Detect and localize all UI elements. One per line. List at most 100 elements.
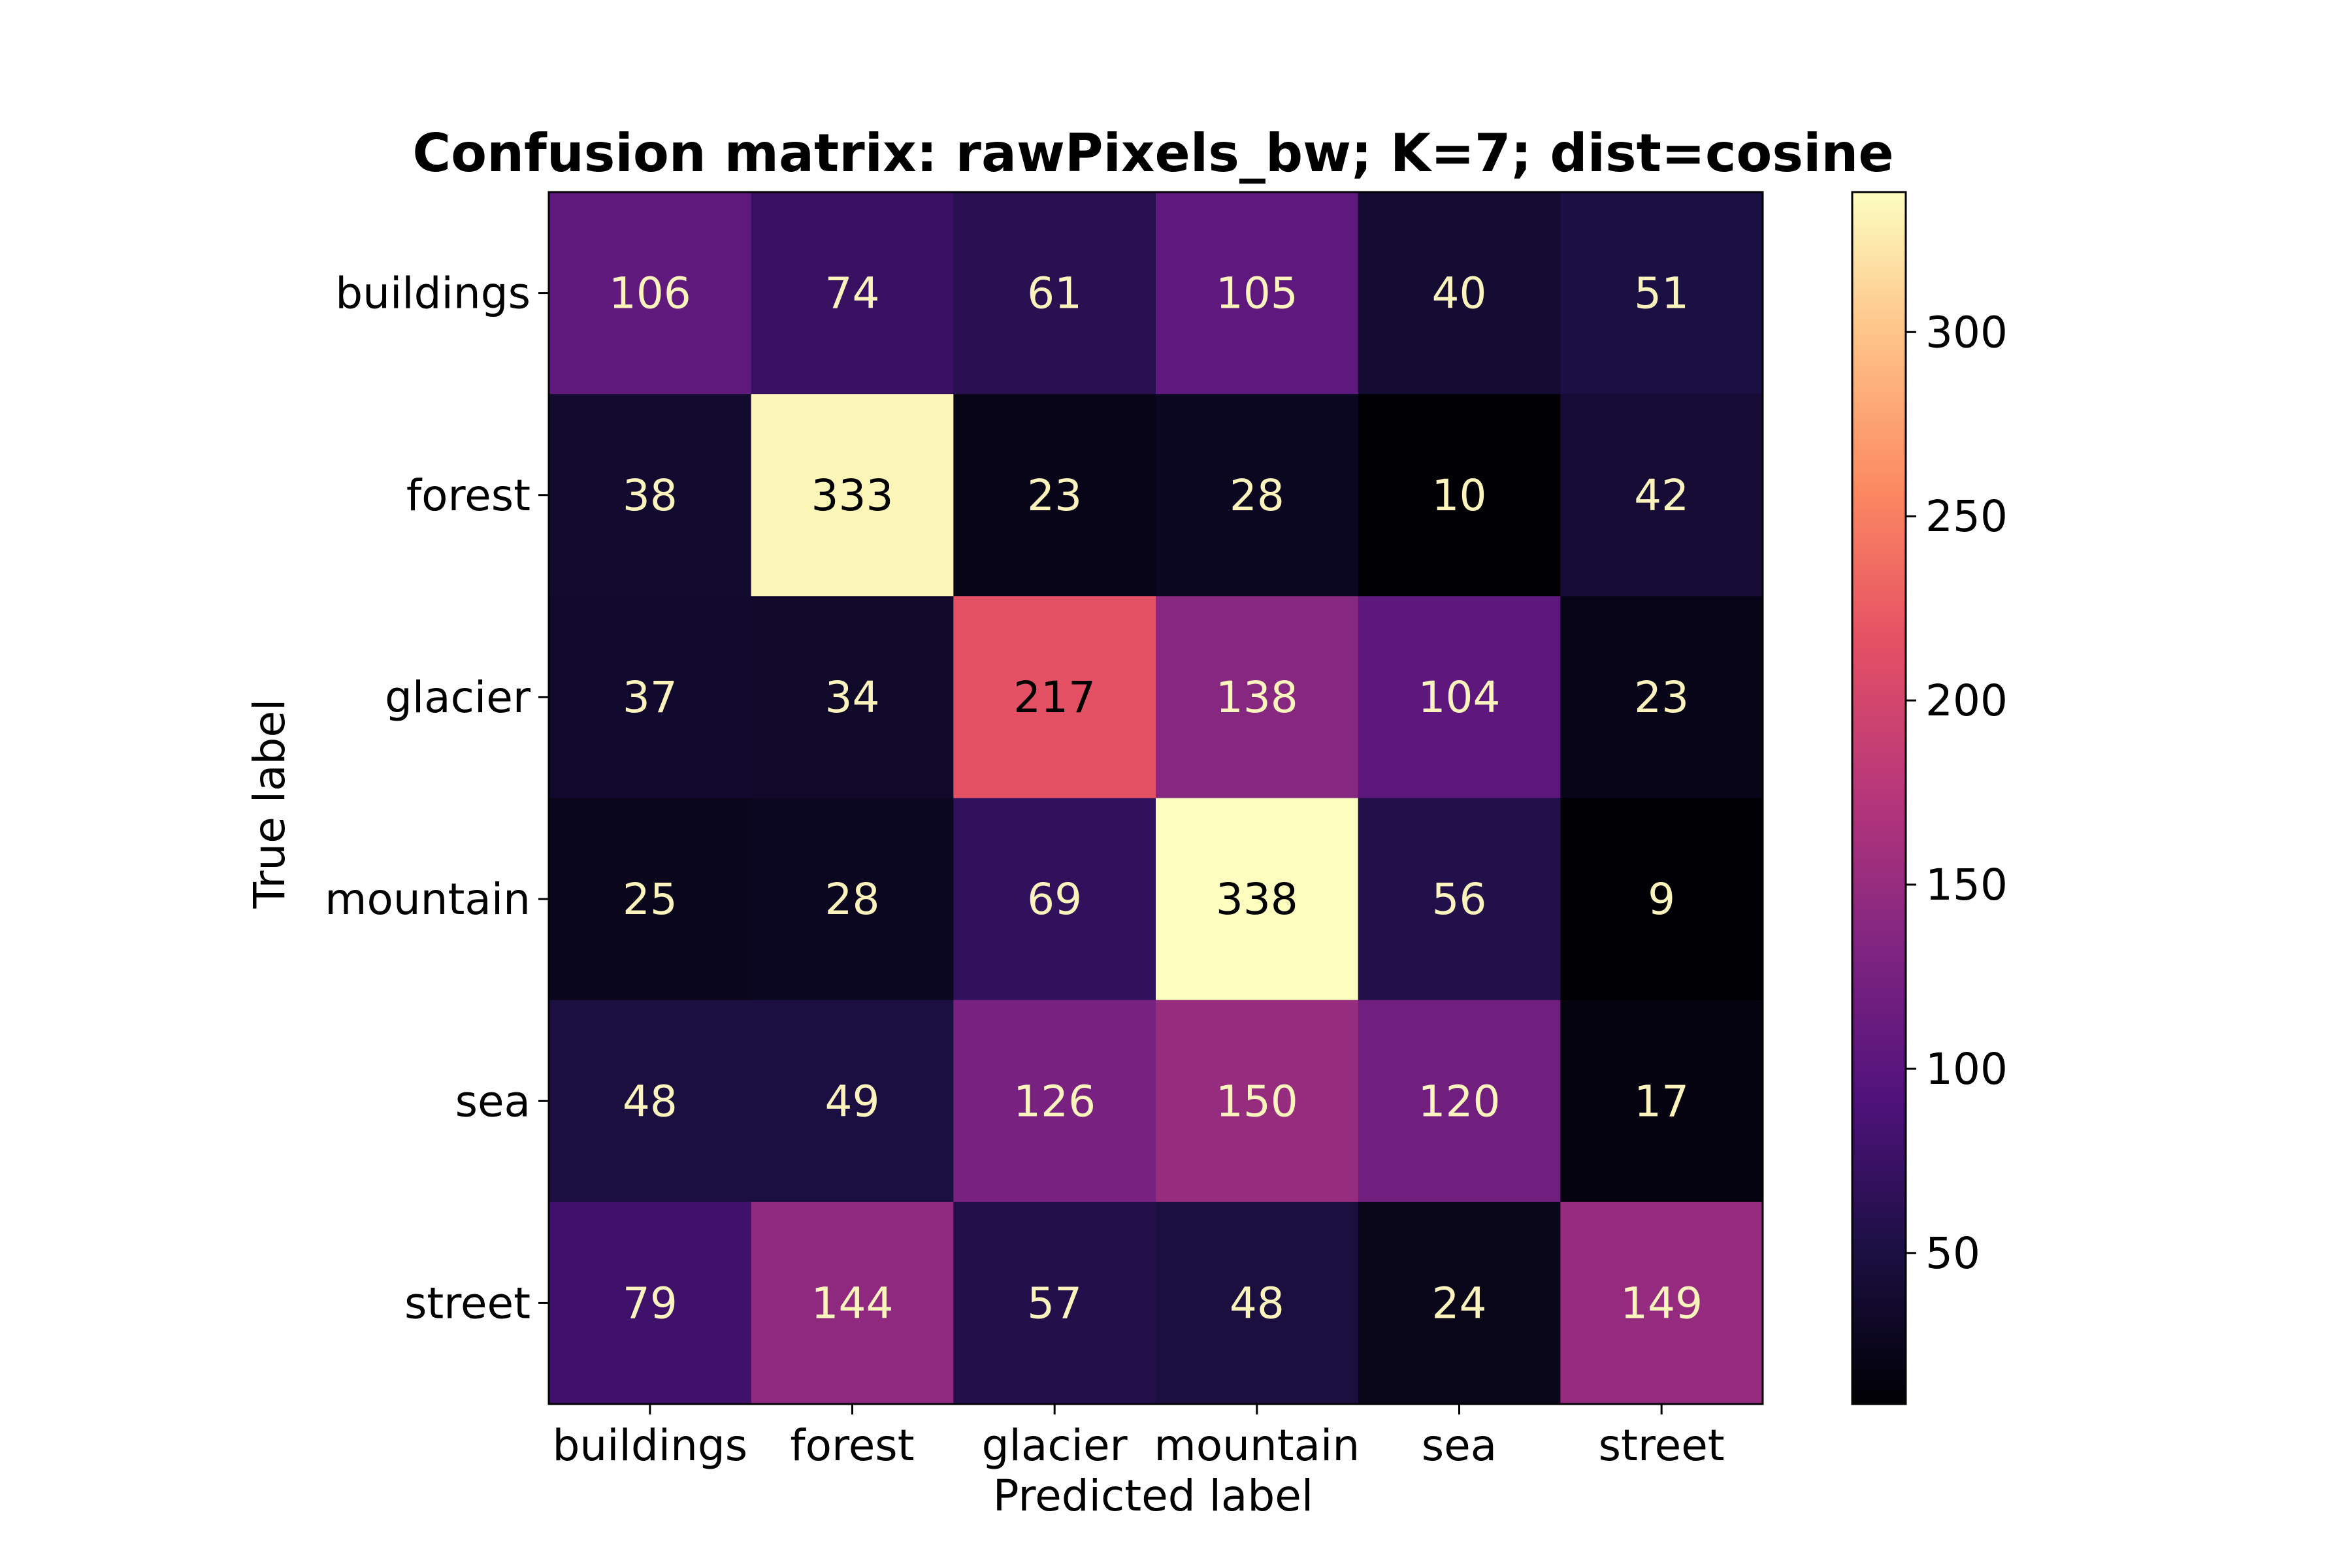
chart-title: Confusion matrix: rawPixels_bw; K=7; dis… xyxy=(412,123,1893,184)
y-tick-label: mountain xyxy=(325,874,531,924)
heatmap-cell xyxy=(1358,596,1561,798)
cell-value-label: 9 xyxy=(1648,874,1675,924)
cell-value-label: 38 xyxy=(623,470,678,521)
heatmap-cell xyxy=(751,1000,954,1203)
x-tick-label: sea xyxy=(1422,1420,1497,1471)
heatmap-cell xyxy=(953,798,1156,1001)
heatmap-cell xyxy=(1358,1201,1561,1405)
heatmap-cell xyxy=(1358,394,1561,596)
cell-value-label: 48 xyxy=(1230,1278,1284,1328)
cell-value-label: 79 xyxy=(623,1278,678,1328)
colorbar-tick-label: 200 xyxy=(1925,676,2008,726)
heatmap-cell xyxy=(1358,1000,1561,1203)
heatmap-cell xyxy=(1560,798,1763,1001)
cell-value-label: 23 xyxy=(1634,672,1689,723)
heatmap-cell xyxy=(953,596,1156,798)
x-tick-label: glacier xyxy=(982,1420,1128,1471)
heatmap-cell xyxy=(1156,596,1359,798)
cell-value-label: 144 xyxy=(811,1278,894,1328)
colorbar-tick-label: 250 xyxy=(1925,491,2008,542)
cell-value-label: 40 xyxy=(1432,269,1487,319)
heatmap-cell xyxy=(751,1201,954,1405)
heatmap-cell xyxy=(1560,394,1763,596)
cell-value-label: 138 xyxy=(1216,672,1298,723)
cell-value-label: 24 xyxy=(1432,1278,1487,1328)
cell-value-label: 10 xyxy=(1432,470,1487,521)
heatmap-cell xyxy=(1560,596,1763,798)
cell-value-label: 69 xyxy=(1027,874,1082,924)
cell-value-label: 56 xyxy=(1432,874,1487,924)
cell-value-label: 149 xyxy=(1620,1278,1703,1328)
heatmap-cell xyxy=(549,192,752,395)
heatmap-cell xyxy=(1156,192,1359,395)
cell-value-label: 17 xyxy=(1634,1076,1689,1126)
heatmap-cell xyxy=(751,596,954,798)
cell-value-label: 105 xyxy=(1216,269,1298,319)
x-axis-ticks: buildings forest glacier mountain sea street xyxy=(552,1404,1725,1471)
cell-value-label: 49 xyxy=(825,1076,880,1126)
cell-value-label: 57 xyxy=(1027,1278,1082,1328)
cell-value-label: 126 xyxy=(1013,1076,1096,1126)
y-tick-label: buildings xyxy=(335,269,531,319)
x-tick-label: mountain xyxy=(1154,1420,1360,1471)
heatmap-cell xyxy=(751,798,954,1001)
heatmap-cell xyxy=(751,394,954,596)
heatmap-cell xyxy=(953,1000,1156,1203)
heatmap-cell xyxy=(1156,1201,1359,1405)
heatmap-cell xyxy=(1560,1000,1763,1203)
heatmap-cell xyxy=(1358,192,1561,395)
x-tick-label: buildings xyxy=(552,1420,747,1471)
heatmap-cell xyxy=(1560,1201,1763,1405)
cell-value-label: 25 xyxy=(623,874,678,924)
x-tick-label: forest xyxy=(790,1420,914,1471)
cell-value-label: 104 xyxy=(1418,672,1501,723)
y-tick-label: glacier xyxy=(385,672,531,723)
heatmap-cell xyxy=(549,394,752,596)
colorbar-tick-label: 100 xyxy=(1925,1044,2008,1094)
heatmap-frame xyxy=(547,191,1764,1405)
heatmap-cell xyxy=(1156,798,1359,1001)
y-tick-label: sea xyxy=(455,1076,531,1126)
cell-value-label: 28 xyxy=(825,874,880,924)
colorbar xyxy=(1851,191,1907,1405)
heatmap-grid: 106 74 61 105 40 51 38 333 23 28 10 42 37 34 217 138 104… xyxy=(549,192,1763,1405)
heatmap-cell xyxy=(1358,798,1561,1001)
colorbar-tick-label: 50 xyxy=(1925,1228,1980,1279)
cell-value-label: 120 xyxy=(1418,1076,1501,1126)
cell-value-label: 34 xyxy=(825,672,880,723)
y-tick-label: forest xyxy=(406,470,531,521)
cell-value-label: 51 xyxy=(1634,269,1689,319)
x-axis-title: Predicted label xyxy=(993,1471,1313,1521)
cell-value-label: 150 xyxy=(1216,1076,1298,1126)
x-tick-label: street xyxy=(1599,1420,1725,1471)
cell-value-label: 37 xyxy=(623,672,678,723)
cell-value-label: 106 xyxy=(609,269,691,319)
cell-value-label: 74 xyxy=(825,269,880,319)
heatmap-cell xyxy=(1560,192,1763,395)
cell-value-label: 42 xyxy=(1634,470,1689,521)
heatmap-cell xyxy=(953,1201,1156,1405)
cell-value-label: 61 xyxy=(1027,269,1082,319)
heatmap-cell xyxy=(751,192,954,395)
cell-value-label: 48 xyxy=(623,1076,678,1126)
heatmap-cell xyxy=(549,1000,752,1203)
y-tick-label: street xyxy=(404,1278,531,1328)
heatmap-cell xyxy=(549,596,752,798)
heatmap-cell xyxy=(953,192,1156,395)
heatmap-cell xyxy=(1156,1000,1359,1203)
y-axis-title: True label xyxy=(244,699,295,909)
y-axis-ticks: buildings forest glacier mountain sea street xyxy=(325,269,549,1328)
heatmap-cell xyxy=(1156,394,1359,596)
heatmap-cell xyxy=(953,394,1156,596)
cell-value-label: 333 xyxy=(811,470,894,521)
cell-value-label: 338 xyxy=(1216,874,1298,924)
colorbar-ticks: 50 100 150 200 250 300 xyxy=(1906,307,2008,1279)
colorbar-tick-label: 300 xyxy=(1925,307,2008,357)
heatmap-cell xyxy=(549,1201,752,1405)
heatmap-cell xyxy=(549,798,752,1001)
cell-value-label: 217 xyxy=(1013,672,1096,723)
cell-value-label: 28 xyxy=(1230,470,1284,521)
colorbar-tick-label: 150 xyxy=(1925,860,2008,910)
cell-value-label: 23 xyxy=(1027,470,1082,521)
